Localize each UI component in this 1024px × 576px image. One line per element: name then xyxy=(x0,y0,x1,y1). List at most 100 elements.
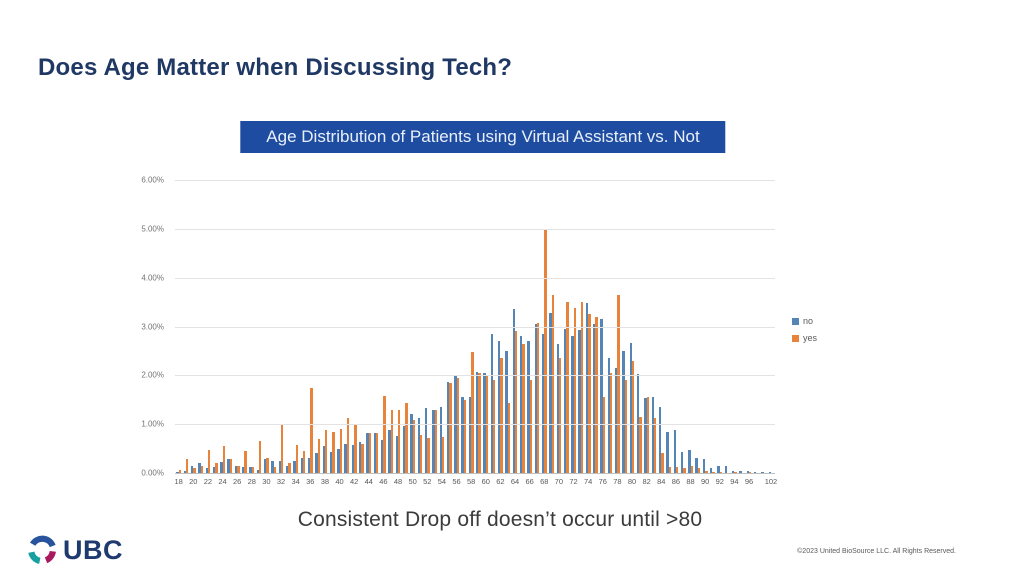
x-tick-label: 38 xyxy=(320,477,330,486)
bar-no-age-24 xyxy=(220,462,223,473)
bar-yes-age-23 xyxy=(215,463,218,473)
x-tick-label: 86 xyxy=(671,477,681,486)
bar-group-age-52 xyxy=(424,180,431,473)
legend-label-yes: yes xyxy=(803,333,818,343)
bar-no-age-78 xyxy=(615,368,618,473)
x-tick-label: 34 xyxy=(291,477,300,486)
bar-group-age-58 xyxy=(468,180,475,473)
bar-no-age-83 xyxy=(651,397,654,473)
chart-title-banner: Age Distribution of Patients using Virtu… xyxy=(240,121,726,153)
bar-no-age-52 xyxy=(424,408,428,473)
x-tick-label: 60 xyxy=(481,477,490,486)
bar-no-age-76 xyxy=(600,319,603,473)
bar-group-age-65 xyxy=(519,180,526,473)
bar-yes-age-57 xyxy=(463,399,467,473)
bar-group-age-88 xyxy=(687,180,694,473)
bar-yes-age-35 xyxy=(302,451,306,473)
x-tick-label: 72 xyxy=(569,477,578,486)
bar-no-age-55 xyxy=(446,381,450,473)
bar-group-age-55 xyxy=(446,180,453,473)
bar-no-age-62 xyxy=(498,341,501,473)
bar-yes-age-67 xyxy=(536,323,540,473)
x-tick-label: 66 xyxy=(525,477,534,486)
bar-no-age-23 xyxy=(212,467,216,473)
bar-group-age-31 xyxy=(270,180,277,473)
legend-item-no: no xyxy=(792,316,817,326)
bar-no-age-61 xyxy=(490,333,494,473)
bar-no-age-100 xyxy=(761,472,764,473)
bar-no-age-35 xyxy=(300,458,303,473)
x-tick-label: 76 xyxy=(598,477,607,486)
bar-group-age-19 xyxy=(182,180,189,473)
bar-group-age-82 xyxy=(643,180,650,473)
bar-no-age-64 xyxy=(512,309,516,473)
bar-yes-age-66 xyxy=(529,380,533,473)
bar-no-age-29 xyxy=(256,470,260,473)
x-tick-label: 24 xyxy=(218,477,227,486)
x-tick-label: 68 xyxy=(540,477,549,486)
bar-no-age-89 xyxy=(695,458,698,473)
bar-yes-age-45 xyxy=(376,432,379,473)
bar-no-age-47 xyxy=(388,430,391,473)
bar-no-age-28 xyxy=(249,467,252,473)
bar-yes-age-44 xyxy=(368,432,372,473)
bar-no-age-25 xyxy=(227,459,230,473)
bar-yes-age-46 xyxy=(383,395,386,473)
x-tick-slot: 82 xyxy=(642,477,651,489)
x-tick-slot: 64 xyxy=(511,477,519,489)
bar-group-age-46 xyxy=(380,180,387,473)
bar-group-age-51 xyxy=(416,180,423,473)
y-tick-label: 0.00% xyxy=(141,468,164,478)
bar-group-age-62 xyxy=(497,180,504,473)
bar-no-age-44 xyxy=(366,432,369,473)
bar-group-age-72 xyxy=(570,180,577,473)
bar-group-age-68 xyxy=(541,180,548,473)
bar-no-age-20 xyxy=(190,466,194,473)
x-tick-slot: 88 xyxy=(686,477,695,489)
x-tick-label: 94 xyxy=(730,477,739,486)
x-tick-slot xyxy=(753,477,760,489)
bar-no-age-45 xyxy=(373,432,377,473)
x-tick-slot: 42 xyxy=(349,477,359,489)
x-tick-label: 52 xyxy=(423,477,432,486)
bar-group-age-80 xyxy=(628,180,635,473)
bar-yes-age-43 xyxy=(361,443,364,473)
x-tick-label: 62 xyxy=(496,477,505,486)
bar-no-age-22 xyxy=(205,468,208,473)
bar-yes-age-72 xyxy=(573,307,576,473)
bar-no-age-57 xyxy=(461,397,464,473)
bar-yes-age-86 xyxy=(675,467,679,473)
gridline xyxy=(175,277,775,279)
bar-yes-age-38 xyxy=(324,430,328,473)
bar-no-age-88 xyxy=(688,450,691,473)
bar-yes-age-50 xyxy=(412,420,416,473)
x-tick-slot: 46 xyxy=(379,477,387,489)
bar-yes-age-73 xyxy=(580,302,584,473)
bar-yes-age-24 xyxy=(222,446,225,473)
bar-group-age-59 xyxy=(475,180,482,473)
bar-group-age-37 xyxy=(314,180,321,473)
bar-group-age-92 xyxy=(716,180,723,473)
bar-no-age-73 xyxy=(578,329,581,473)
ubc-logo-text: UBC xyxy=(63,534,123,565)
bar-group-age-91 xyxy=(709,180,716,473)
x-tick-label: 88 xyxy=(686,477,695,486)
x-tick-label: 42 xyxy=(349,477,359,486)
bar-yes-age-80 xyxy=(632,360,635,473)
bar-no-age-91 xyxy=(710,468,713,473)
gridline xyxy=(175,180,775,181)
bar-yes-age-25 xyxy=(229,459,233,473)
bar-yes-age-65 xyxy=(522,343,525,473)
bar-group-age-61 xyxy=(489,180,496,473)
bar-group-age-23 xyxy=(212,180,219,473)
bar-group-age-67 xyxy=(533,180,540,473)
bar-yes-age-89 xyxy=(697,468,701,473)
bar-group-age-70 xyxy=(555,180,562,473)
x-tick-label: 82 xyxy=(642,477,651,486)
x-tick-slot: 36 xyxy=(306,477,314,489)
bar-yes-age-76 xyxy=(602,397,606,473)
x-tick-slot: 24 xyxy=(218,477,227,489)
gridline xyxy=(175,424,775,426)
bar-group-age-48 xyxy=(394,180,401,473)
